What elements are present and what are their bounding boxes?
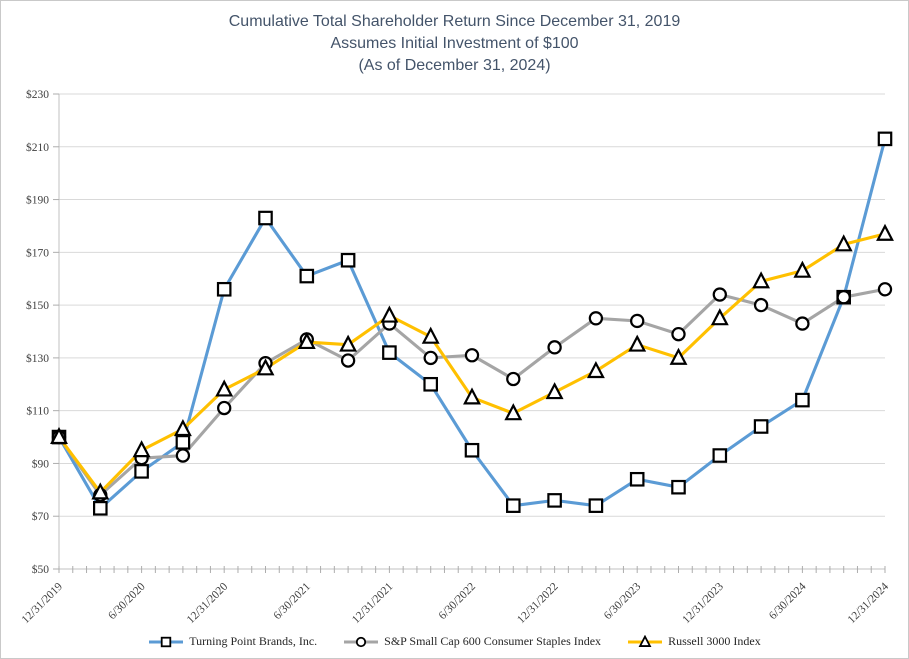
legend-item-sp-smallcap-600-consumer-staples: S&P Small Cap 600 Consumer Staples Index [343,634,601,649]
x-axis-labels: 12/31/2019 6/30/2020 12/31/2020 6/30/2021 12… [20,580,892,626]
legend-swatch-circle [344,636,379,647]
legend-item-russell-3000: Russell 3000 Index [627,634,761,649]
svg-text:12/31/2023: 12/31/2023 [680,580,726,626]
x-axis-ticks [58,566,886,573]
chart-title: Cumulative Total Shareholder Return Sinc… [1,11,908,77]
svg-text:$110: $110 [26,405,49,418]
svg-text:6/30/2024: 6/30/2024 [767,580,809,622]
svg-text:12/31/2021: 12/31/2021 [350,580,396,626]
chart-title-line2: Assumes Initial Investment of $100 [330,35,579,52]
legend-label: Turning Point Brands, Inc. [189,634,318,648]
svg-text:$50: $50 [32,563,50,576]
svg-text:12/31/2022: 12/31/2022 [515,580,561,626]
legend-swatch-triangle [628,634,663,647]
axes [58,94,885,570]
legend-swatch-square [149,636,184,647]
svg-text:12/31/2019: 12/31/2019 [20,580,66,626]
chart-title-line3: (As of December 31, 2024) [358,57,551,74]
svg-text:$130: $130 [26,352,49,365]
svg-text:12/31/2024: 12/31/2024 [846,580,892,626]
gridlines [59,93,885,517]
svg-text:6/30/2023: 6/30/2023 [602,580,644,622]
svg-text:6/30/2021: 6/30/2021 [271,580,313,622]
chart-title-line1: Cumulative Total Shareholder Return Sinc… [228,13,681,30]
svg-text:6/30/2020: 6/30/2020 [106,580,148,622]
legend-label: Russell 3000 Index [668,634,761,648]
y-axis-labels: $230 $210 $190 $170 $150 $130 $110 $90 $70 $50 [26,88,59,576]
svg-text:12/31/2020: 12/31/2020 [185,580,231,626]
svg-text:$90: $90 [32,457,50,470]
svg-text:$230: $230 [26,88,49,101]
legend-label: S&P Small Cap 600 Consumer Staples Index [384,634,602,648]
svg-text:$210: $210 [26,141,49,154]
svg-text:$190: $190 [26,194,49,207]
legend: Turning Point Brands, Inc. S&P Small Cap… [1,634,908,649]
legend-item-turning-point-brands: Turning Point Brands, Inc. [148,634,317,649]
svg-text:$150: $150 [26,299,49,312]
svg-text:$70: $70 [32,510,50,523]
series-markers-triangle [50,223,894,500]
svg-text:$170: $170 [26,246,49,259]
svg-text:6/30/2022: 6/30/2022 [437,580,479,622]
